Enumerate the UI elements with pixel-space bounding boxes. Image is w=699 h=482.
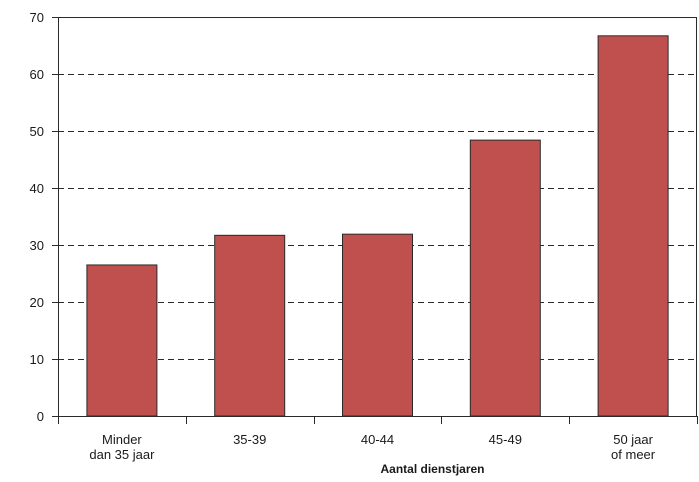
x-tick-labels: Minder dan 35 jaar 35-39 40-44 45-49 50 jaar o… [89, 432, 655, 462]
bar [86, 264, 158, 417]
y-tick-labels: 0 10 20 30 40 50 60 70 [30, 10, 44, 424]
bar [342, 233, 413, 417]
x-tick-label: Minder dan 35 jaar [89, 432, 155, 462]
axes [52, 17, 698, 424]
bar [469, 139, 541, 417]
y-tick-label: 40 [30, 181, 44, 196]
y-tick-label: 60 [30, 67, 44, 82]
y-tick-label: 20 [30, 295, 44, 310]
y-tick-label: 10 [30, 352, 44, 367]
x-tick-label: 50 jaar of meer [611, 432, 656, 462]
gridlines [58, 74, 697, 360]
y-tick-label: 30 [30, 238, 44, 253]
bar [214, 234, 286, 417]
bar [597, 35, 669, 417]
y-tick-label: 0 [37, 409, 44, 424]
y-tick-label: 50 [30, 124, 44, 139]
x-axis-title: Aantal dienstjaren [380, 462, 484, 476]
x-tick-label: 40-44 [361, 432, 394, 447]
y-tick-label: 70 [30, 10, 44, 25]
x-tick-label: 45-49 [489, 432, 522, 447]
x-tick-label: 35-39 [233, 432, 266, 447]
bars [86, 35, 669, 417]
